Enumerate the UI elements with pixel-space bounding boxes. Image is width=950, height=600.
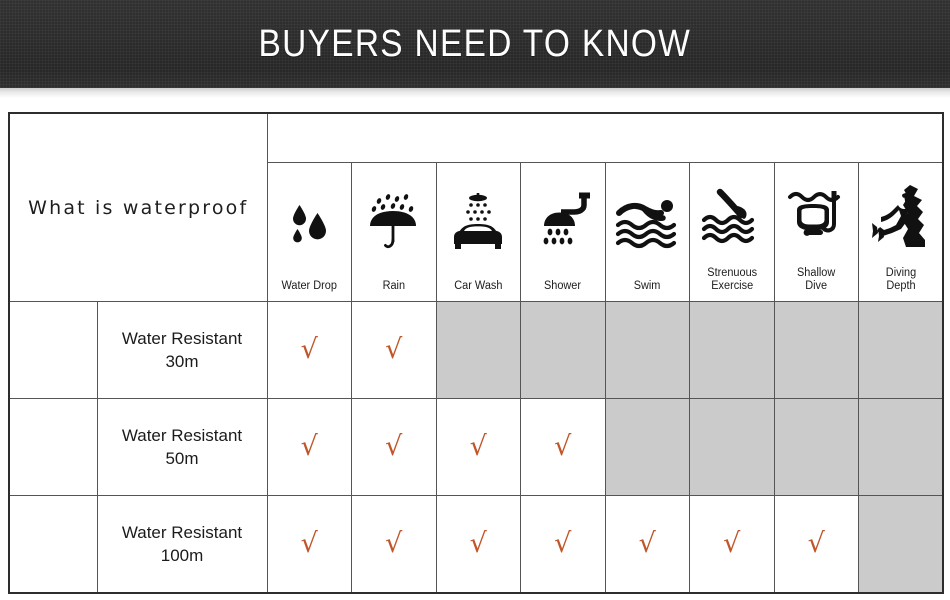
conditions-range-label: Conditions Range bbox=[528, 127, 682, 148]
column-header-water-drop: Water Drop bbox=[266, 162, 352, 302]
check-icon: √ bbox=[300, 430, 318, 462]
column-header-label: Shallow Dive bbox=[797, 267, 836, 292]
rating-badge-5atm: 5ATM bbox=[8, 398, 98, 496]
cell-5atm-water-drop: √ bbox=[266, 398, 352, 496]
column-header-shallow-dive: Shallow Dive bbox=[773, 162, 859, 302]
scuba-diver-cliff-icon bbox=[859, 169, 942, 263]
cell-5atm-shallow-dive bbox=[773, 398, 859, 496]
column-header-shower: Shower bbox=[520, 162, 606, 302]
check-icon: √ bbox=[469, 430, 487, 462]
column-header-diving-depth: Diving Depth bbox=[858, 162, 944, 302]
check-icon: √ bbox=[638, 527, 656, 559]
cell-10atm-water-drop: √ bbox=[266, 495, 352, 594]
check-icon: √ bbox=[300, 333, 318, 365]
table-header-icon-row: Water Drop bbox=[9, 162, 944, 302]
table-row: 3ATM Water Resistant 30m √ √ bbox=[8, 301, 944, 399]
check-icon: √ bbox=[807, 527, 825, 559]
cell-5atm-rain: √ bbox=[351, 398, 437, 496]
check-icon: √ bbox=[385, 527, 403, 559]
page-title: BUYERS NEED TO KNOW bbox=[258, 23, 692, 65]
check-icon: √ bbox=[554, 430, 572, 462]
cell-3atm-swim bbox=[604, 301, 690, 399]
water-drop-icon bbox=[268, 169, 352, 276]
banner-shadow-divider bbox=[0, 88, 950, 98]
rating-label: 10ATM bbox=[21, 532, 85, 555]
cell-10atm-swim: √ bbox=[604, 495, 690, 594]
cell-3atm-diving-depth bbox=[858, 301, 944, 399]
rating-label: 5ATM bbox=[27, 435, 80, 458]
check-icon: √ bbox=[385, 430, 403, 462]
cell-5atm-strenuous-exercise bbox=[689, 398, 775, 496]
check-icon: √ bbox=[723, 527, 741, 559]
corner-title-cell: What is waterproof bbox=[8, 112, 268, 302]
check-icon: √ bbox=[469, 527, 487, 559]
cell-10atm-rain: √ bbox=[351, 495, 437, 594]
cell-5atm-shower: √ bbox=[520, 398, 606, 496]
table-header-top-row: What is waterproof Conditions Range bbox=[8, 112, 944, 302]
cell-3atm-shower bbox=[520, 301, 606, 399]
column-header-strenuous-exercise: Strenuous Exercise bbox=[689, 162, 775, 302]
rating-badge-10atm: 10ATM bbox=[8, 495, 98, 594]
cell-10atm-strenuous-exercise: √ bbox=[689, 495, 775, 594]
rating-description-10atm: Water Resistant 100m bbox=[96, 495, 268, 594]
waterproof-table-container: What is waterproof Conditions Range bbox=[0, 98, 950, 600]
rating-description-5atm: Water Resistant 50m bbox=[96, 398, 268, 496]
cell-3atm-strenuous-exercise bbox=[689, 301, 775, 399]
column-header-label: Car Wash bbox=[454, 280, 503, 292]
cell-5atm-car-wash: √ bbox=[435, 398, 521, 496]
cell-3atm-water-drop: √ bbox=[266, 301, 352, 399]
rating-badge-3atm: 3ATM bbox=[8, 301, 98, 399]
diver-waves-icon bbox=[690, 169, 774, 263]
column-header-rain: Rain bbox=[351, 162, 437, 302]
cell-10atm-shallow-dive: √ bbox=[773, 495, 859, 594]
snorkel-mask-icon bbox=[775, 169, 859, 263]
rating-label: 3ATM bbox=[27, 338, 80, 361]
column-header-label: Rain bbox=[382, 280, 405, 292]
cell-5atm-swim bbox=[604, 398, 690, 496]
column-header-car-wash: Car Wash bbox=[435, 162, 521, 302]
column-header-label: Water Drop bbox=[281, 280, 337, 292]
waterproof-rating-table: What is waterproof Conditions Range bbox=[8, 112, 945, 594]
cell-10atm-shower: √ bbox=[520, 495, 606, 594]
check-icon: √ bbox=[300, 527, 318, 559]
shower-head-icon bbox=[521, 169, 605, 276]
conditions-range-header: Conditions Range bbox=[266, 112, 944, 163]
cell-3atm-car-wash bbox=[435, 301, 521, 399]
cell-3atm-rain: √ bbox=[351, 301, 437, 399]
check-icon: √ bbox=[385, 333, 403, 365]
car-wash-icon bbox=[437, 169, 521, 276]
column-header-label: Diving Depth bbox=[885, 267, 916, 292]
rating-description-3atm: Water Resistant 30m bbox=[96, 301, 268, 399]
column-header-label: Strenuous Exercise bbox=[706, 267, 757, 292]
column-header-label: Swim bbox=[633, 280, 661, 292]
cell-5atm-diving-depth bbox=[858, 398, 944, 496]
table-body: What is waterproof Conditions Range bbox=[8, 112, 944, 594]
cell-10atm-car-wash: √ bbox=[435, 495, 521, 594]
table-row: 5ATM Water Resistant 50m √ √ √ √ bbox=[8, 398, 944, 496]
column-header-label: Shower bbox=[544, 280, 582, 292]
umbrella-rain-icon bbox=[352, 169, 436, 276]
page-banner: BUYERS NEED TO KNOW bbox=[0, 0, 950, 88]
table-row: 10ATM Water Resistant 100m √ √ √ √ √ √ √ bbox=[8, 495, 944, 594]
check-icon: √ bbox=[554, 527, 572, 559]
swimmer-icon bbox=[606, 169, 690, 276]
column-header-swim: Swim bbox=[604, 162, 690, 302]
cell-3atm-shallow-dive bbox=[773, 301, 859, 399]
cell-10atm-diving-depth bbox=[858, 495, 944, 594]
